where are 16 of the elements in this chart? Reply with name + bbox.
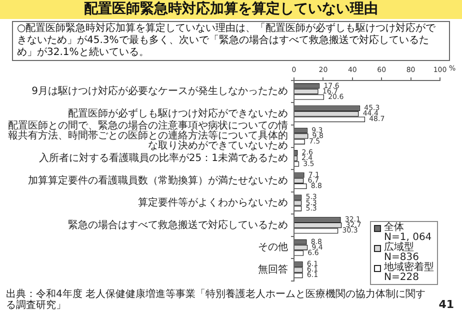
y-tick-label: その他 (258, 241, 288, 254)
y-tick-label: 入所者に対する看護職員の比率が25：1未満であるため (38, 152, 288, 164)
y-tick-label: 算定要件等がよくわからないため (138, 196, 288, 209)
legend-label: 広域型 N=836 (384, 242, 419, 263)
y-tick-label: 緊急の場合はすべて救急搬送で対応しているため (68, 218, 288, 231)
y-tick-label: 無回答 (258, 263, 288, 276)
text: 地域密着型 N=228 (384, 262, 434, 283)
legend-label: 全体 N=1, 064 (384, 222, 432, 243)
y-tick-label: 配置医師との間で、緊急の場合の注意事項や病状についての情報共有方法、時間帯ごとの医師との連絡方法等について具体的な取り決めができていないため (8, 120, 288, 152)
y-tick-label: 加算算定要件の看護職員数（常勤換算）が満たせないため (28, 174, 288, 186)
text: 41 (438, 298, 454, 311)
source-note: 出典：令和4年度 老人保健健康増進等事業「特別養護老人ホームと医療機関の協力体制に関する調査研究」 (6, 289, 427, 311)
chart-title: 配置医師緊急時対応加算を算定していない理由 (0, 0, 462, 19)
chart-subtitle: ○配置医師緊急時対応加算を算定していない理由は、「配置医師が必ずしも駆けつけ対応ができないため」が45.3%で最も多く、次いで「緊急の場合はすべて救急搬送で対応しているため」が32.1%と続いている。 (12, 21, 450, 61)
y-tick-label: 9月は駆けつけ対応が必要なケースが発生しなかったため (32, 85, 288, 98)
y-tick-label: 配置医師が必ずしも駆けつけ対応ができないため (68, 107, 288, 120)
